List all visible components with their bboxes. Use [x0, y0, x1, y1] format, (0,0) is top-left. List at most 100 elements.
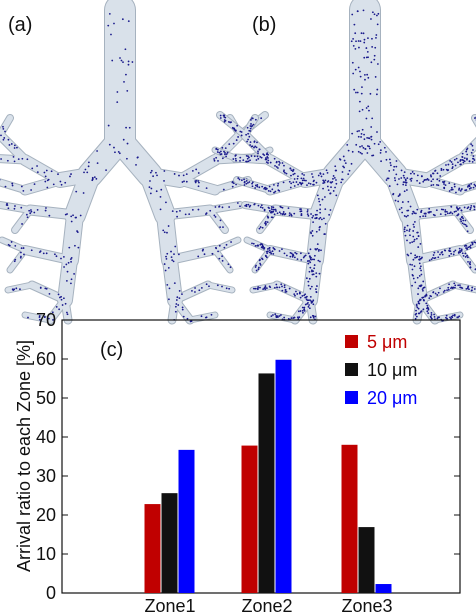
- particle-dot: [471, 286, 474, 289]
- particle-dot: [320, 175, 323, 178]
- particle-dot: [359, 75, 362, 78]
- particle-dot: [306, 260, 309, 262]
- particle-dot: [468, 288, 470, 291]
- particle-dot: [264, 186, 267, 189]
- particle-dot: [64, 302, 67, 305]
- particle-dot: [458, 188, 460, 191]
- particle-dot: [412, 210, 415, 213]
- particle-dot: [64, 213, 67, 216]
- particle-dot: [464, 252, 467, 255]
- particle-dot: [319, 260, 321, 263]
- particle-dot: [442, 181, 444, 183]
- particle-dot: [275, 316, 278, 319]
- particle-dot: [30, 210, 33, 213]
- particle-dot: [315, 272, 318, 274]
- particle-dot: [457, 209, 459, 211]
- particle-dot: [400, 177, 403, 179]
- particle-dot: [414, 313, 417, 316]
- particle-dot: [466, 254, 468, 257]
- particle-dot: [468, 184, 470, 187]
- particle-dot: [326, 185, 329, 188]
- particle-dot: [413, 226, 415, 228]
- particle-dot: [307, 299, 310, 302]
- particle-dot: [461, 152, 464, 155]
- particle-dot: [224, 116, 227, 119]
- particle-dot: [315, 213, 318, 216]
- legend-label: 10 μm: [367, 360, 417, 380]
- particle-dot: [253, 203, 256, 206]
- particle-dot: [257, 266, 260, 269]
- particle-dot: [275, 283, 278, 286]
- particle-dot: [416, 208, 419, 211]
- particle-dot: [217, 160, 219, 162]
- particle-dot: [166, 252, 169, 255]
- particle-dot: [26, 158, 29, 161]
- particle-dot: [418, 262, 421, 265]
- particle-dot: [235, 183, 237, 186]
- particle-dot: [356, 130, 359, 133]
- particle-dot: [404, 184, 407, 187]
- airway-segment: [303, 253, 322, 307]
- particle-dot: [301, 295, 304, 297]
- particle-dot: [4, 185, 7, 188]
- particle-dot: [459, 249, 461, 252]
- particle-dot: [371, 11, 374, 14]
- particle-dot: [167, 225, 170, 227]
- particle-dot: [434, 292, 437, 295]
- particle-dot: [293, 293, 296, 296]
- particle-dot: [417, 235, 420, 237]
- particle-dot: [2, 138, 5, 141]
- particle-dot: [333, 176, 336, 179]
- bar-zone3-2: [375, 584, 392, 593]
- particle-dot: [292, 317, 295, 319]
- particle-dot: [274, 164, 276, 167]
- airway-segment: [12, 207, 33, 233]
- particle-dot: [246, 157, 249, 160]
- particle-dot: [70, 220, 73, 223]
- particle-dot: [67, 261, 70, 264]
- airway-segment: [456, 155, 476, 164]
- particle-dot: [255, 159, 258, 161]
- particle-dot: [322, 173, 325, 176]
- particle-dot: [454, 284, 457, 287]
- particle-dot: [367, 105, 370, 108]
- particle-dot: [271, 216, 274, 219]
- particle-dot: [237, 177, 240, 179]
- particle-dot: [281, 162, 284, 164]
- particle-dot: [214, 216, 217, 218]
- particle-dot: [174, 310, 177, 313]
- particle-dot: [318, 272, 321, 275]
- particle-dot: [260, 156, 263, 159]
- particle-dot: [301, 306, 304, 309]
- particle-dot: [315, 248, 317, 251]
- particle-dot: [409, 178, 412, 181]
- particle-dot: [165, 201, 167, 204]
- particle-dot: [461, 252, 464, 255]
- particle-dot: [299, 310, 302, 312]
- particle-dot: [309, 287, 312, 290]
- particle-dot: [416, 306, 419, 309]
- particle-dot: [159, 195, 162, 198]
- particle-dot: [155, 171, 157, 174]
- particle-dot: [31, 167, 34, 170]
- particle-dot: [360, 32, 363, 35]
- particle-dot: [266, 250, 269, 253]
- particle-dot: [313, 264, 316, 266]
- particle-dot: [298, 316, 301, 319]
- particle-dot: [254, 244, 257, 247]
- particle-dot: [82, 192, 85, 194]
- particle-dot: [70, 215, 73, 218]
- particle-dot: [21, 157, 24, 160]
- particle-dot: [260, 243, 262, 245]
- particle-dot: [291, 255, 294, 258]
- particle-dot: [45, 169, 48, 172]
- particle-dot: [173, 282, 176, 285]
- particle-dot: [288, 212, 291, 214]
- particle-dot: [29, 212, 32, 215]
- particle-dot: [263, 209, 266, 212]
- particle-dot: [412, 277, 415, 280]
- particle-dot: [335, 182, 338, 185]
- particle-dot: [257, 268, 260, 271]
- particle-dot: [64, 181, 67, 184]
- particle-dot: [216, 284, 219, 287]
